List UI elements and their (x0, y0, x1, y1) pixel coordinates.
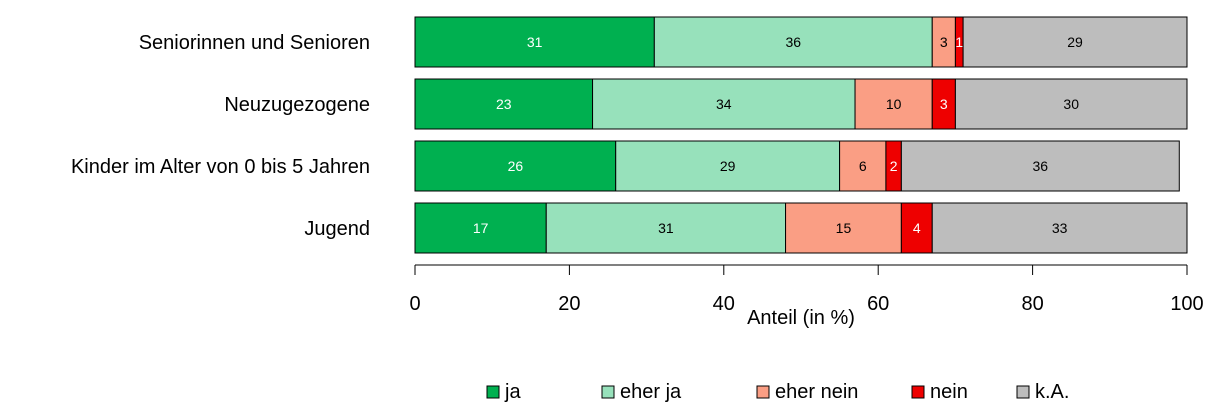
legend-label-eher-ja: eher ja (620, 381, 682, 403)
data-label-ja-jugend: 17 (473, 220, 489, 236)
x-tick-label-0: 0 (409, 293, 420, 315)
bar-k-a-kinder-im-alter-von-0-bis-5-jahren (900, 140, 1180, 192)
data-label-eher-nein-neuzugezogene: 10 (886, 96, 902, 112)
bar-k-a-jugend (931, 202, 1188, 254)
legend-swatch-eher-ja (601, 385, 615, 399)
legend-label-nein: nein (930, 381, 968, 403)
bar-eher-ja-neuzugezogene (592, 78, 856, 130)
x-axis: 0 20 40 60 80 100 (409, 264, 1204, 315)
data-label-eher-ja-seniorinnen-und-senioren: 36 (785, 34, 801, 50)
data-label-k-a-neuzugezogene: 30 (1063, 96, 1079, 112)
data-label-nein-neuzugezogene: 3 (940, 96, 948, 112)
bar-eher-nein-neuzugezogene (854, 78, 933, 130)
data-label-ja-neuzugezogene: 23 (496, 96, 512, 112)
data-label-k-a-kinder-im-alter-von-0-bis-5-jahren: 36 (1033, 158, 1049, 174)
bar-ja-kinder-im-alter-von-0-bis-5-jahren (414, 140, 617, 192)
data-label-eher-nein-kinder-im-alter-von-0-bis-5-jahren: 6 (859, 158, 867, 174)
bar-eher-ja-jugend (545, 202, 787, 254)
bar-nein-jugend (900, 202, 933, 254)
bar-ja-neuzugezogene (414, 78, 594, 130)
category-labels: Seniorinnen und Senioren Neuzugezogene Kin… (71, 32, 370, 240)
data-label-k-a-jugend: 33 (1052, 220, 1068, 236)
category-label-neuzugezogene: Neuzugezogene (224, 94, 370, 116)
bar-eher-ja-seniorinnen-und-senioren (653, 16, 933, 68)
legend-swatch-nein (911, 385, 925, 399)
x-tick-label-20: 20 (558, 293, 580, 315)
bar-ja-jugend (414, 202, 547, 254)
bar-eher-nein-jugend (785, 202, 902, 254)
data-label-eher-nein-jugend: 15 (836, 220, 852, 236)
data-label-eher-ja-jugend: 31 (658, 220, 674, 236)
legend-swatch-k-a (1016, 385, 1030, 399)
data-label-nein-kinder-im-alter-von-0-bis-5-jahren: 2 (890, 158, 898, 174)
legend: ja eher ja eher nein nein k.A. (486, 381, 1069, 403)
data-label-k-a-seniorinnen-und-senioren: 29 (1067, 34, 1083, 50)
x-tick-label-40: 40 (713, 293, 735, 315)
data-label-ja-seniorinnen-und-senioren: 31 (527, 34, 543, 50)
data-label-ja-kinder-im-alter-von-0-bis-5-jahren: 26 (508, 158, 524, 174)
legend-label-eher-nein: eher nein (775, 381, 858, 403)
data-label-nein-seniorinnen-und-senioren: 1 (955, 34, 963, 50)
x-tick-label-60: 60 (867, 293, 889, 315)
legend-swatch-eher-nein (756, 385, 770, 399)
category-label-jugend: Jugend (304, 218, 370, 240)
legend-label-ja: ja (504, 381, 521, 403)
data-label-eher-nein-seniorinnen-und-senioren: 3 (940, 34, 948, 50)
data-label-nein-jugend: 4 (913, 220, 921, 236)
bar-k-a-neuzugezogene (954, 78, 1188, 130)
x-axis-label: Anteil (in %) (747, 307, 855, 329)
data-label-eher-ja-kinder-im-alter-von-0-bis-5-jahren: 29 (720, 158, 736, 174)
bar-ja-seniorinnen-und-senioren (414, 16, 655, 68)
legend-label-k-a: k.A. (1035, 381, 1069, 403)
bar-k-a-seniorinnen-und-senioren (962, 16, 1188, 68)
data-label-eher-ja-neuzugezogene: 34 (716, 96, 732, 112)
x-tick-label-80: 80 (1021, 293, 1043, 315)
x-tick-label-100: 100 (1170, 293, 1203, 315)
bar-eher-nein-kinder-im-alter-von-0-bis-5-jahren (839, 140, 887, 192)
category-label-seniorinnen-und-senioren: Seniorinnen und Senioren (139, 32, 370, 54)
legend-swatch-ja (486, 385, 500, 399)
category-label-kinder-im-alter-von-0-bis-5-jahren: Kinder im Alter von 0 bis 5 Jahren (71, 156, 370, 178)
